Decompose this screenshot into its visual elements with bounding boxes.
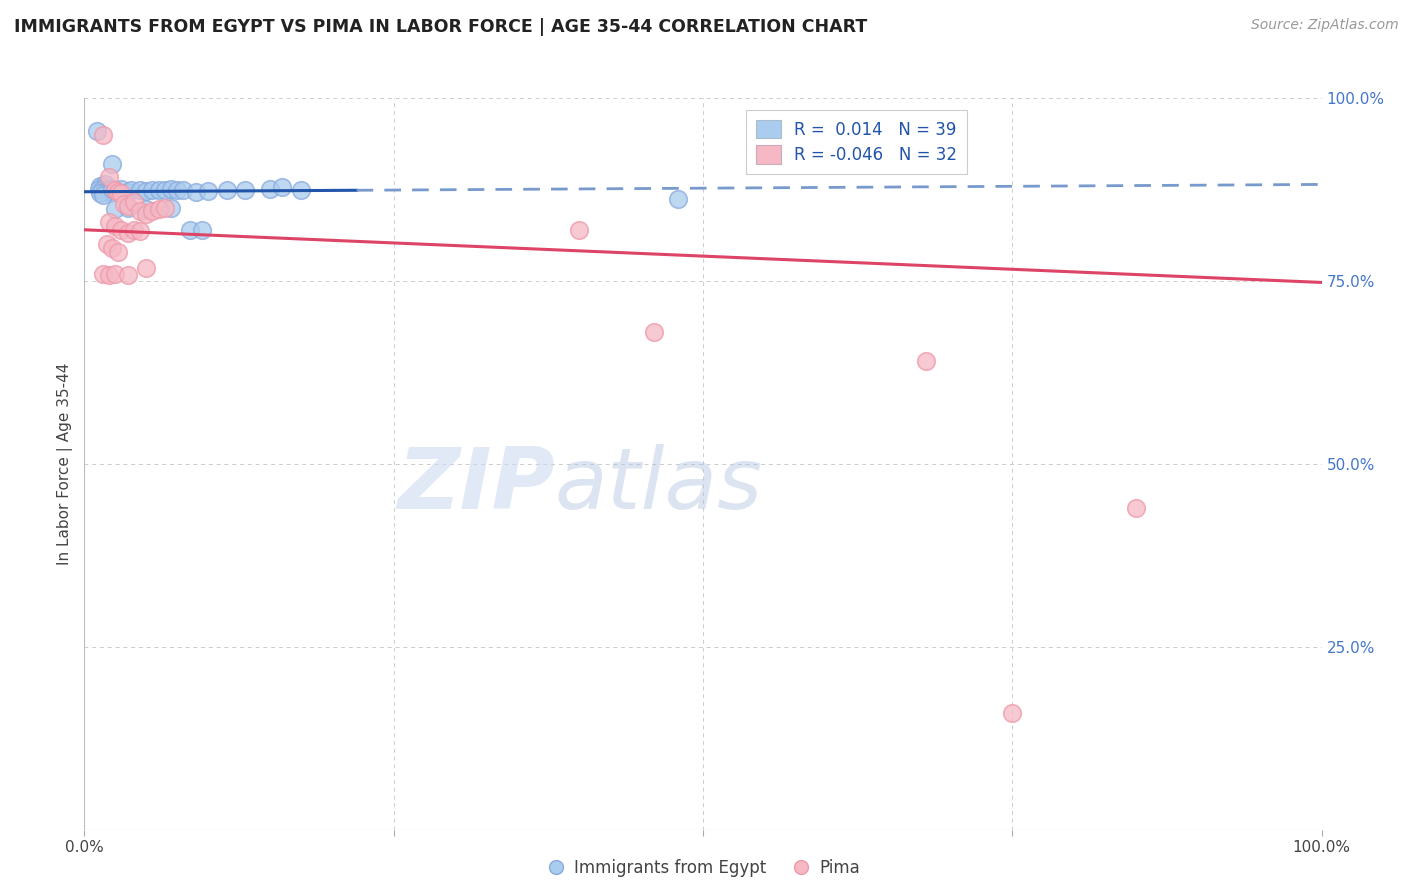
Point xyxy=(98,170,121,185)
Point xyxy=(100,182,122,196)
Point xyxy=(91,267,114,281)
Point xyxy=(89,178,111,193)
Point xyxy=(153,201,176,215)
Text: Source: ZipAtlas.com: Source: ZipAtlas.com xyxy=(1251,18,1399,32)
Point xyxy=(666,192,689,206)
Point xyxy=(96,237,118,252)
Point xyxy=(179,223,201,237)
Point xyxy=(135,260,157,275)
Point xyxy=(129,224,152,238)
Point xyxy=(148,183,170,197)
Point xyxy=(117,201,139,215)
Point xyxy=(166,183,188,197)
Point xyxy=(914,354,936,368)
Point xyxy=(120,183,142,197)
Point xyxy=(100,157,122,171)
Point xyxy=(135,207,157,221)
Point xyxy=(197,184,219,198)
Point xyxy=(91,187,114,202)
Point xyxy=(172,183,194,197)
Point xyxy=(568,223,591,237)
Text: IMMIGRANTS FROM EGYPT VS PIMA IN LABOR FORCE | AGE 35-44 CORRELATION CHART: IMMIGRANTS FROM EGYPT VS PIMA IN LABOR F… xyxy=(14,18,868,36)
Point xyxy=(135,202,157,217)
Point xyxy=(117,185,139,199)
Point xyxy=(100,241,122,255)
Point xyxy=(104,219,127,234)
Point xyxy=(233,183,256,197)
Point xyxy=(117,227,139,241)
Point xyxy=(153,183,176,197)
Point xyxy=(160,182,183,196)
Point xyxy=(1125,500,1147,515)
Point xyxy=(94,178,117,192)
Point xyxy=(107,185,129,199)
Point xyxy=(96,183,118,197)
Point xyxy=(112,197,135,211)
Point xyxy=(290,183,312,197)
Point xyxy=(129,204,152,219)
Point xyxy=(271,180,294,194)
Point xyxy=(98,184,121,198)
Point xyxy=(91,180,114,194)
Point xyxy=(104,202,127,217)
Point xyxy=(129,183,152,197)
Point xyxy=(643,325,665,339)
Point xyxy=(259,182,281,196)
Point xyxy=(98,268,121,282)
Point xyxy=(122,223,145,237)
Point xyxy=(90,183,112,197)
Point xyxy=(135,184,157,198)
Point xyxy=(1001,706,1024,720)
Point xyxy=(104,267,127,281)
Point xyxy=(141,183,163,197)
Point xyxy=(98,215,121,229)
Point xyxy=(93,185,115,199)
Point xyxy=(104,183,127,197)
Legend: Immigrants from Egypt, Pima: Immigrants from Egypt, Pima xyxy=(538,852,868,883)
Point xyxy=(110,223,132,237)
Y-axis label: In Labor Force | Age 35-44: In Labor Force | Age 35-44 xyxy=(58,363,73,565)
Text: ZIP: ZIP xyxy=(396,444,554,527)
Point xyxy=(117,268,139,282)
Point xyxy=(215,183,238,197)
Point xyxy=(89,182,111,196)
Point xyxy=(184,185,207,199)
Text: atlas: atlas xyxy=(554,444,762,527)
Point xyxy=(110,186,132,201)
Point xyxy=(148,202,170,217)
Point xyxy=(191,223,214,237)
Point xyxy=(122,194,145,209)
Point xyxy=(104,183,127,197)
Point xyxy=(86,124,108,138)
Point xyxy=(89,186,111,201)
Point xyxy=(107,244,129,259)
Point xyxy=(141,204,163,219)
Point xyxy=(110,182,132,196)
Point xyxy=(160,201,183,215)
Point xyxy=(91,128,114,142)
Point xyxy=(117,199,139,213)
